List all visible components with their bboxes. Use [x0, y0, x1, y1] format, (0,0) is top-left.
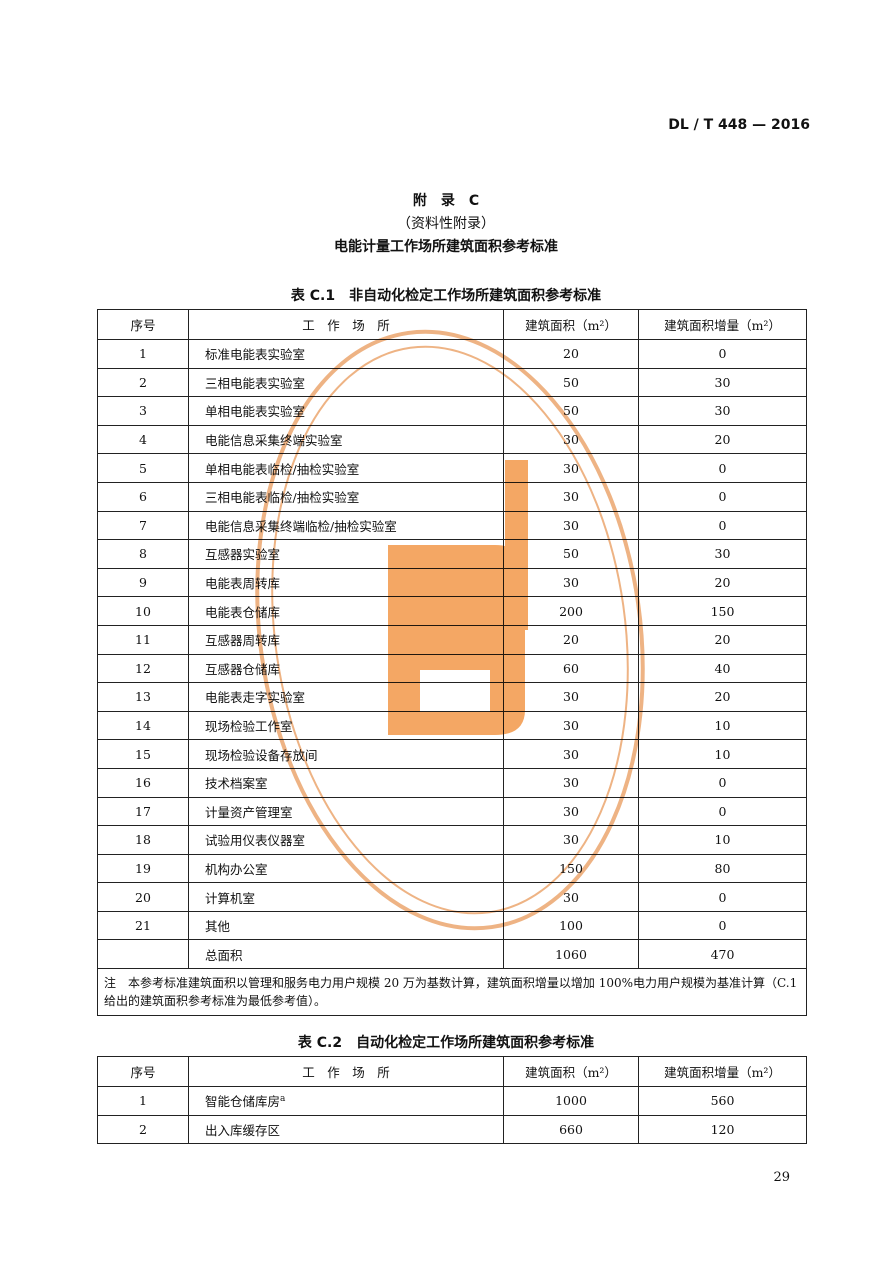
cell: 0 [638, 910, 807, 941]
note: 注 本参考标准建筑面积以管理和服务电力用户规模 20 万为基数计算，建筑面积增量… [97, 968, 807, 1017]
cell: 电能表走字实验室 [188, 682, 504, 712]
column-header: 建筑面积（m²） [503, 309, 639, 340]
row: 3 单相电能表实验室 50 30 [97, 396, 807, 426]
total-row: 总面积 1060 470 [97, 939, 807, 970]
column-header: 工 作 场 所 [188, 1056, 504, 1087]
cell: 2 [97, 367, 189, 398]
header-row: 序号工 作 场 所建筑面积（m²） 建筑面积增量（m²） [97, 1056, 807, 1087]
cell: 14 [97, 710, 189, 741]
cell: 计算机室 [188, 882, 504, 912]
cell: 0 [638, 339, 807, 369]
appendix-note: （资料性附录） [397, 216, 495, 232]
cell: 30 [638, 539, 807, 569]
cell: 30 [503, 710, 639, 741]
cell: 60 [503, 653, 639, 684]
watermark-ring [271, 345, 629, 915]
place-name: 智能仓储库房 [205, 1094, 281, 1110]
table-caption: 表 C.2 自动化检定工作场所建筑面积参考标准 [297, 1035, 595, 1051]
cell: 20 [638, 682, 807, 712]
appendix-title: 电能计量工作场所建筑面积参考标准 [334, 239, 558, 255]
note-row: 注 本参考标准建筑面积以管理和服务电力用户规模 20 万为基数计算，建筑面积增量… [97, 968, 807, 1017]
column-header: 序号 [97, 309, 189, 340]
table-caption: 表 C.1 非自动化检定工作场所建筑面积参考标准 [290, 288, 602, 304]
column-header: 序号 [97, 1056, 189, 1087]
doc-code: DL / T 448 — 2016 [668, 117, 810, 133]
cell: 三相电能表实验室 [188, 367, 504, 398]
cell: 20 [97, 882, 189, 912]
cell: 现场检验设备存放间 [188, 739, 504, 769]
cell: 出入库缓存区 [188, 1114, 504, 1145]
cell: 单相电能表临检/抽检实验室 [188, 453, 504, 483]
cell: 30 [503, 825, 639, 855]
cell [97, 939, 189, 970]
header-row: 序号工 作 场 所建筑面积（m²） 建筑面积增量（m²） [97, 309, 807, 340]
cell: 4 [97, 424, 189, 455]
table: 序号工 作 场 所建筑面积（m²） 建筑面积增量（m²） 1 标准电能表实验室 20 0 2… [97, 309, 807, 1017]
table: 序号工 作 场 所建筑面积（m²） 建筑面积增量（m²） 1 智能仓储库房a 1000 5… [97, 1056, 807, 1145]
place-name: 出入库缓存区 [205, 1122, 281, 1138]
column-header: 工 作 场 所 [188, 309, 504, 340]
appendix-label: 附 录 C [412, 193, 480, 209]
cell: 13 [97, 682, 189, 712]
cell: 20 [638, 624, 807, 655]
cell: 0 [638, 453, 807, 483]
cell: 2 [97, 1114, 189, 1145]
cell: 560 [638, 1086, 807, 1116]
cell: 15 [97, 739, 189, 769]
column-header: 建筑面积（m²） [503, 1056, 639, 1087]
cell: 30 [638, 396, 807, 426]
row: 5 单相电能表临检/抽检实验室 30 0 [97, 453, 807, 483]
row: 7 电能信息采集终端临检/抽检实验室 30 0 [97, 510, 807, 541]
page-number: 29 [773, 1170, 790, 1185]
cell: 0 [638, 481, 807, 512]
total-increment: 470 [638, 939, 807, 970]
cell: 电能信息采集终端临检/抽检实验室 [188, 510, 504, 541]
cell: 试验用仪表仪器室 [188, 825, 504, 855]
cell: 21 [97, 910, 189, 941]
total-label: 总面积 [188, 939, 504, 970]
cell: 1 [97, 339, 189, 369]
cell: 120 [638, 1114, 807, 1145]
cell: 20 [503, 339, 639, 369]
footnote-mark: a [280, 1094, 286, 1105]
row: 21 其他 100 0 [97, 910, 807, 941]
column-header: 建筑面积增量（m²） [638, 1056, 807, 1087]
cell: 智能仓储库房a [188, 1086, 504, 1116]
cell: 20 [638, 424, 807, 455]
watermark-ring [255, 329, 645, 931]
row: 2 出入库缓存区 660 120 [97, 1114, 807, 1145]
row: 2 三相电能表实验室 50 30 [97, 367, 807, 398]
cell: 0 [638, 796, 807, 827]
row: 13 电能表走字实验室 30 20 [97, 682, 807, 712]
column-header: 建筑面积增量（m²） [638, 309, 807, 340]
row: 15 现场检验设备存放间 30 10 [97, 739, 807, 769]
watermark-logo [388, 545, 525, 735]
cell: 10 [97, 596, 189, 626]
